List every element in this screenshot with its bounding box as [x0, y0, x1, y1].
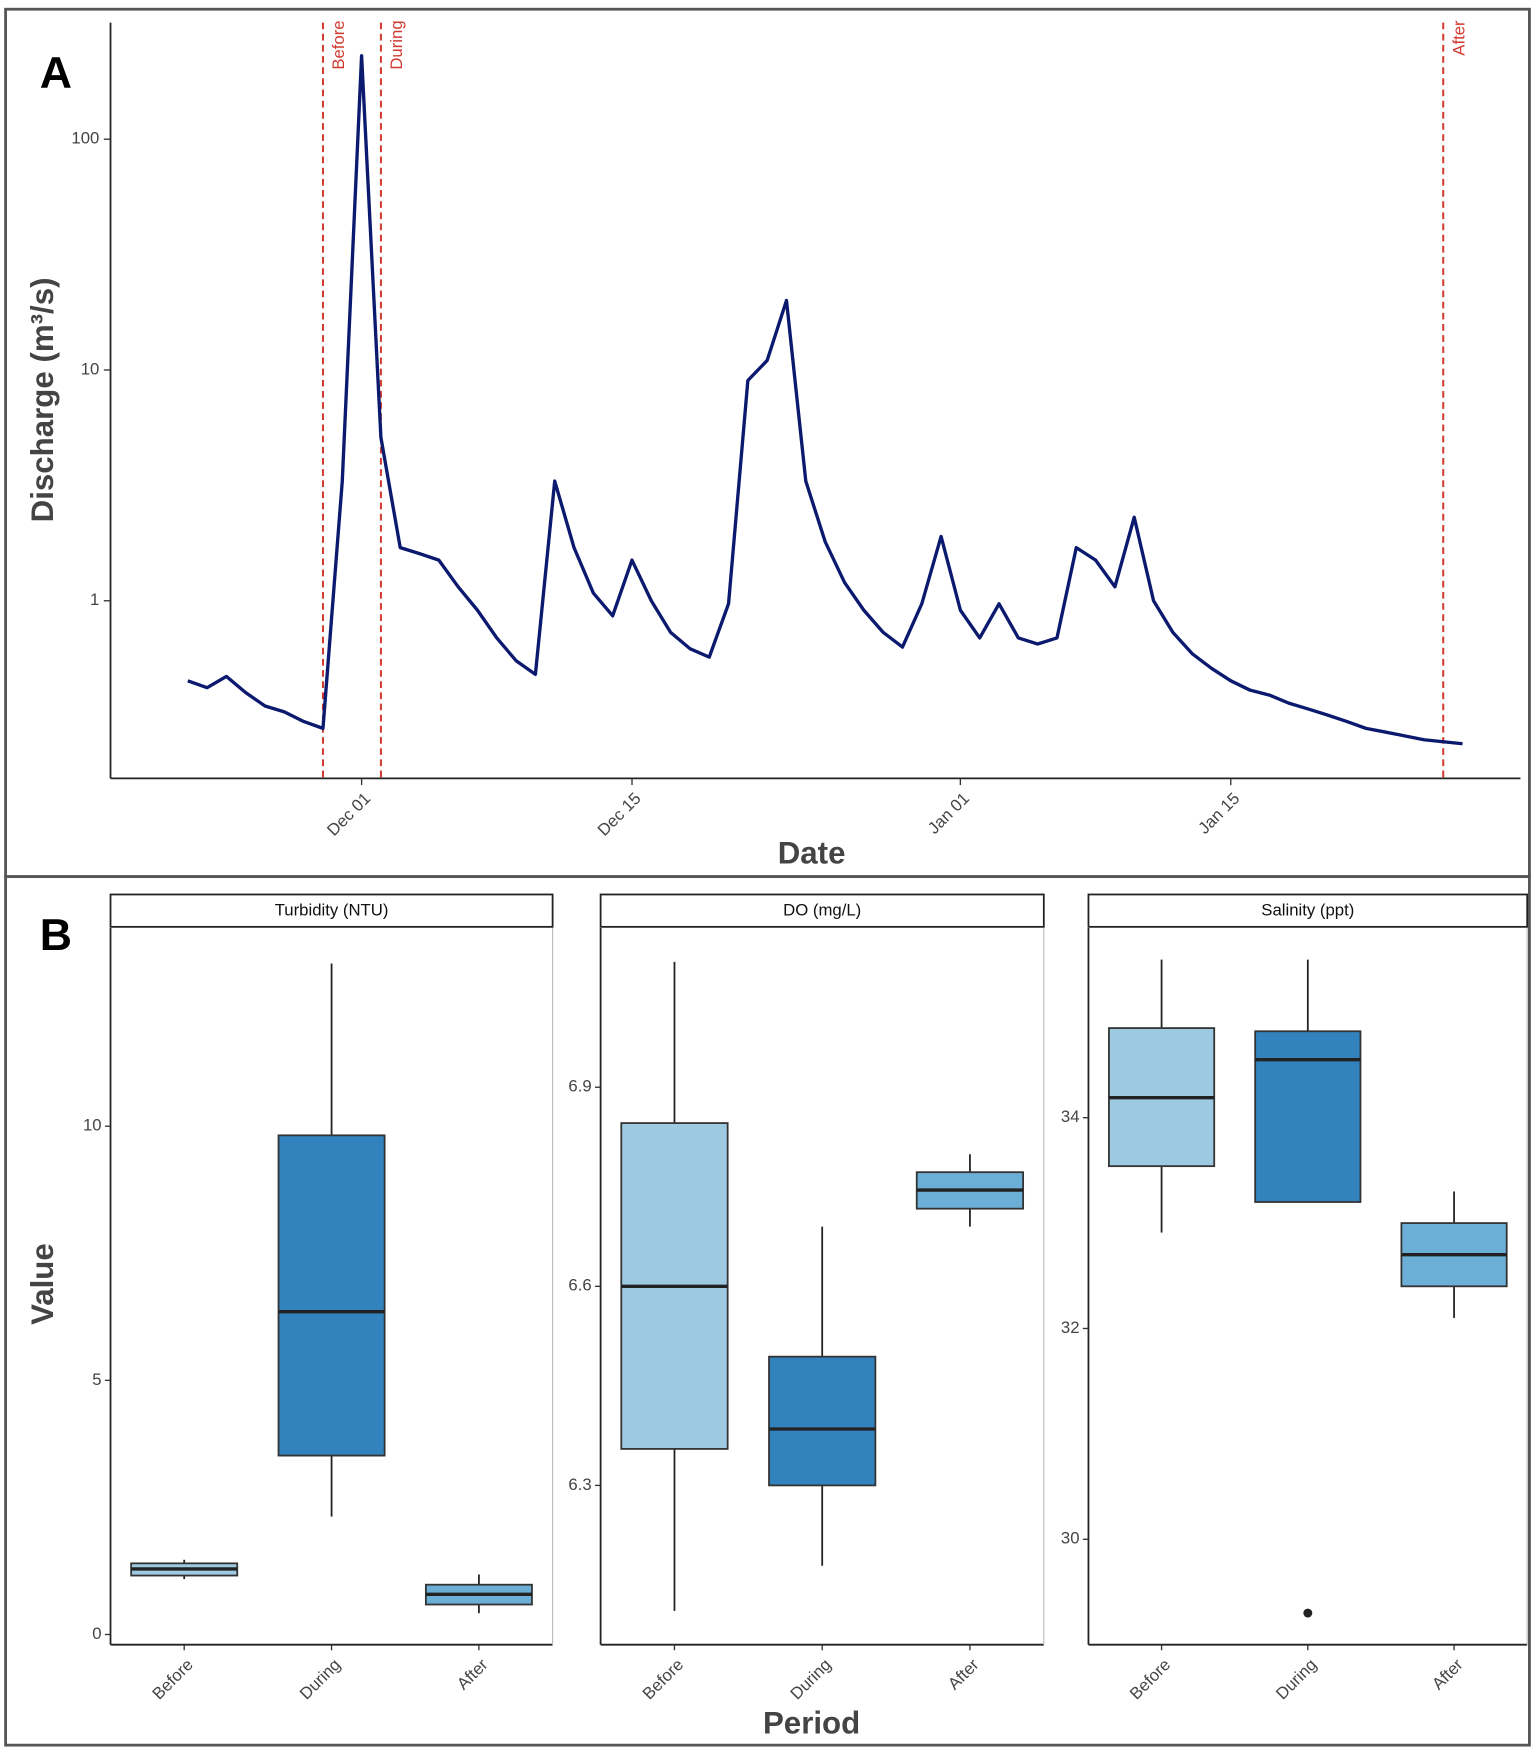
panel-b-frame — [4, 875, 1531, 1747]
y-tick-label: 1 — [90, 590, 99, 609]
x-tick-label: Before — [149, 1655, 197, 1703]
discharge-line — [187, 54, 1463, 746]
facet-strip — [1087, 893, 1529, 928]
y-tick-label: 6.9 — [568, 1077, 591, 1096]
x-tick-label: During — [787, 1655, 835, 1703]
facet-title: DO (mg/L) — [783, 901, 861, 920]
box — [277, 1134, 386, 1457]
facet-title: Turbidity (NTU) — [275, 901, 389, 920]
y-tick-label: 34 — [1061, 1107, 1080, 1126]
panel-a-frame — [4, 7, 1531, 879]
x-tick-label: Before — [639, 1655, 687, 1703]
x-tick-label: Before — [1126, 1655, 1174, 1703]
x-axis-title: Period — [763, 1705, 860, 1740]
x-tick-label: After — [453, 1655, 492, 1694]
y-tick-label: 0 — [92, 1624, 101, 1643]
x-tick-label: Jan 15 — [1194, 789, 1243, 838]
x-tick-label: Dec 15 — [594, 789, 645, 840]
x-tick-label: After — [944, 1655, 983, 1694]
x-tick-label: During — [296, 1655, 344, 1703]
x-tick-label: During — [1272, 1655, 1320, 1703]
facet-strip — [599, 893, 1045, 928]
x-tick-label: Dec 01 — [323, 789, 374, 840]
x-tick-label: Jan 01 — [924, 789, 973, 838]
y-tick-label: 32 — [1061, 1318, 1080, 1337]
y-axis-title: Value — [25, 1243, 60, 1325]
y-tick-label: 5 — [92, 1370, 101, 1389]
x-tick-label: After — [1428, 1655, 1467, 1694]
y-tick-label: 6.6 — [568, 1276, 591, 1295]
outlier — [1303, 1608, 1313, 1618]
panel-label: B — [40, 911, 72, 960]
y-tick-label: 10 — [81, 359, 100, 378]
facet-title: Salinity (ppt) — [1261, 901, 1354, 920]
event-label: After — [1449, 20, 1468, 56]
y-tick-label: 30 — [1061, 1529, 1080, 1548]
y-tick-label: 10 — [83, 1116, 102, 1135]
y-axis-title: Discharge (m³/s) — [25, 277, 60, 522]
event-label: During — [387, 20, 406, 69]
y-tick-label: 6.3 — [568, 1475, 591, 1494]
box — [768, 1355, 877, 1487]
x-axis-title: Date — [778, 836, 846, 871]
facet-strip — [109, 893, 554, 928]
panel-label: A — [40, 49, 72, 98]
box — [1254, 1030, 1362, 1203]
y-tick-label: 100 — [71, 129, 99, 148]
event-label: Before — [329, 20, 348, 69]
